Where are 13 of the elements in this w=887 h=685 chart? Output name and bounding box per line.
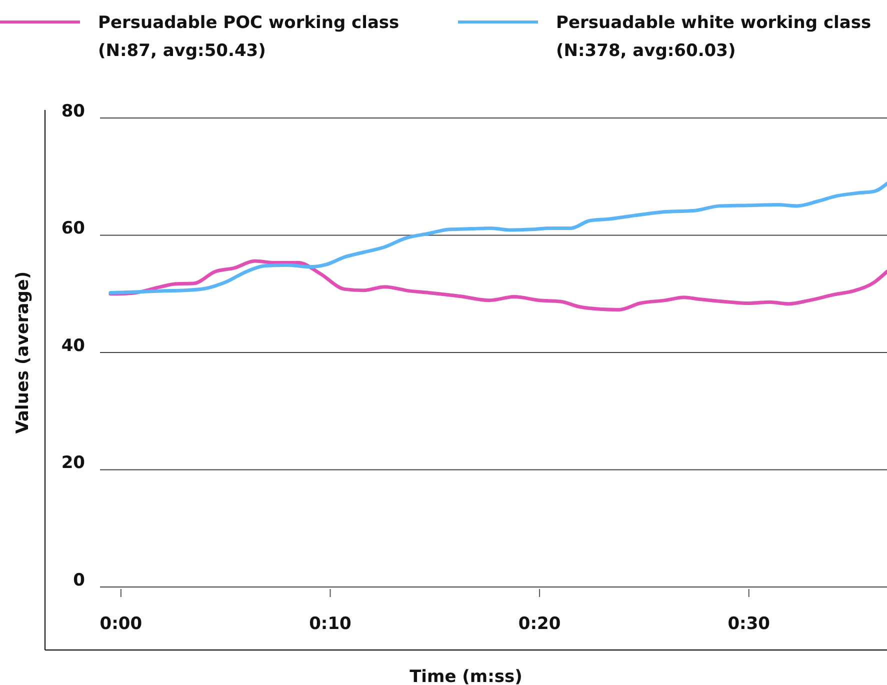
y-tick-label: 60 [61,218,86,239]
y-tick-label: 80 [61,101,86,122]
y-tick-label: 20 [61,453,86,474]
x-tick-label: 0:20 [518,614,561,634]
legend-label: Persuadable POC working class (N:87, avg:50.43) [98,13,400,61]
x-tick-label: 0:10 [309,614,352,634]
x-tick-label: 0:30 [728,614,770,634]
legend-label: Persuadable white working class (N:378, avg:60.03) [556,13,872,61]
y-tick-label: 0 [73,570,86,590]
y-axis-title: Values (average) [13,271,33,434]
x-axis-title: Time (m:ss) [410,667,522,685]
x-tick-label: 0:00 [100,614,142,634]
y-tick-label: 40 [61,336,86,356]
